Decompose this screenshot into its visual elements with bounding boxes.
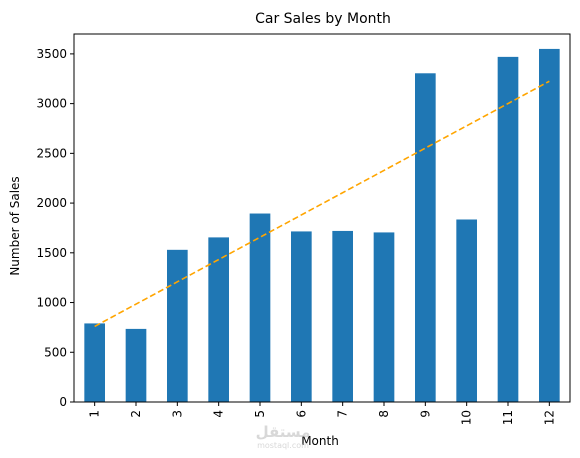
y-tick-label: 500: [44, 345, 67, 359]
bar-2: [125, 328, 147, 402]
x-tick-label: 12: [542, 410, 556, 425]
y-tick-label: 1000: [36, 296, 67, 310]
watermark-logo-mark: مستقل: [256, 423, 311, 441]
y-tick-label: 3500: [36, 47, 67, 61]
x-tick-label: 8: [377, 410, 391, 418]
plot-frame: [73, 33, 571, 403]
y-tick-label: 2500: [36, 146, 67, 160]
x-tick-label: 7: [336, 410, 350, 418]
y-tick-label: 1500: [36, 246, 67, 260]
x-tick-label: 4: [212, 410, 226, 418]
y-axis-label: Number of Sales: [8, 176, 22, 275]
bar-3: [167, 249, 188, 402]
bar-8: [373, 232, 395, 402]
x-tick-label: 11: [501, 410, 515, 425]
bar-1: [84, 323, 105, 402]
x-tick-label: 6: [294, 410, 308, 418]
y-tick-label: 3000: [36, 97, 67, 111]
y-axis: 0 500 1000 1500 2000 2500 3000 3500: [36, 47, 74, 409]
x-axis-label: Month: [301, 434, 339, 448]
x-tick-label: 2: [129, 410, 143, 418]
bar-12: [539, 48, 560, 403]
x-tick-label: 1: [88, 410, 102, 418]
watermark-logo: مستقل mostaql.com: [256, 423, 311, 450]
bar-4: [208, 237, 229, 402]
x-tick-label: 9: [418, 410, 432, 418]
bar-5: [249, 213, 271, 402]
bar-11: [497, 56, 519, 403]
x-tick-label: 5: [253, 410, 267, 418]
trendline: [94, 80, 550, 328]
chart-title: Car Sales by Month: [255, 11, 391, 27]
bars-group: [84, 48, 560, 403]
bar-10: [456, 219, 477, 402]
x-tick-label: 3: [170, 410, 184, 418]
x-tick-label: 10: [460, 410, 474, 425]
bar-6: [291, 231, 312, 402]
watermark-logo-caption: mostaql.com: [257, 441, 309, 450]
x-axis: 1 2 3 4 5 6 7 8 9 10 11 12: [88, 402, 556, 425]
y-tick-label: 2000: [36, 196, 67, 210]
bar-9: [415, 73, 436, 402]
trendline-group: [94, 80, 550, 328]
y-tick-label: 0: [59, 395, 67, 409]
bar-7: [332, 230, 353, 402]
